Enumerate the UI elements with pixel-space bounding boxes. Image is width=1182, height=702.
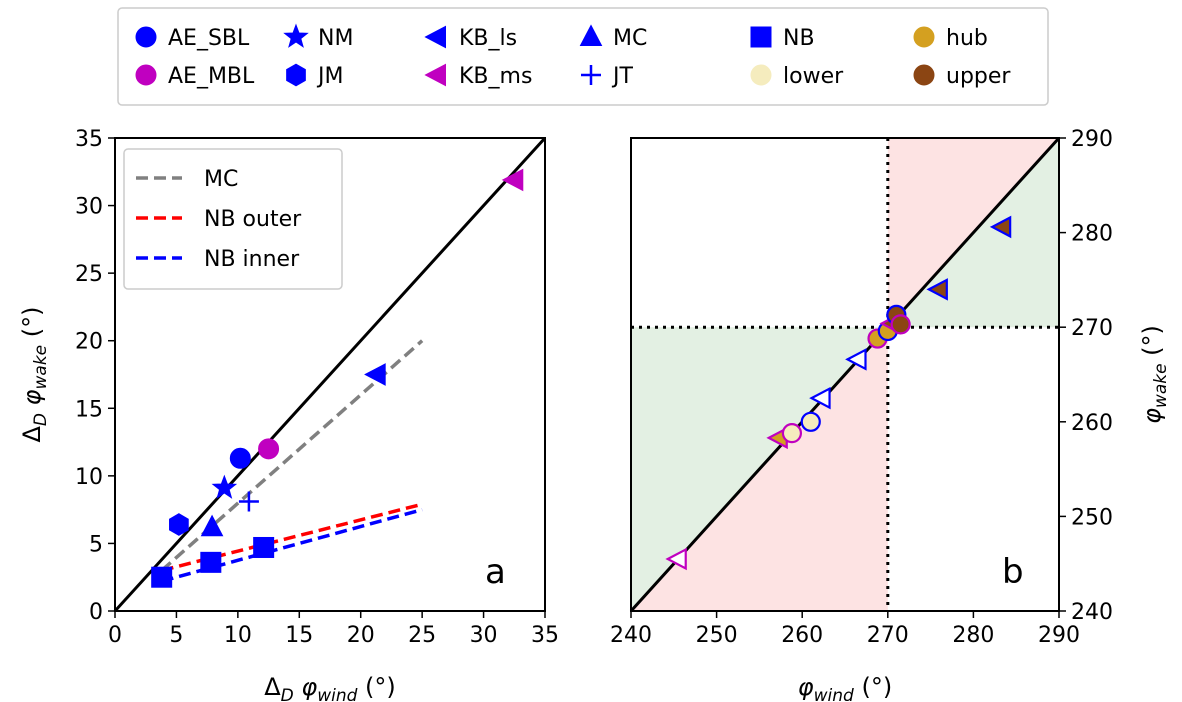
panel-a: 0 5 10 15 20 25 30 35 0 5 10 15 20 25 30 35 MC NB outer N…: [18, 127, 559, 702]
panel-b-y-tick-label: 290: [1071, 127, 1113, 152]
panel-a-x-tick-label: 10: [224, 623, 252, 648]
legend-label-kb-ls: KB_ls: [459, 26, 517, 51]
panel-a-x-tick-label: 35: [531, 623, 559, 648]
point-jt: [239, 492, 259, 512]
point-ae-mbl: [259, 439, 279, 459]
top-legend: AE_SBL AE_MBL NM JM KB_ls KB_ms MC JT NB lower hub…: [118, 8, 1048, 105]
point-nb: [152, 567, 172, 587]
panel-b-point: [783, 424, 801, 442]
panel-a-x-tick-label: 30: [470, 623, 498, 648]
legend-label-nb: NB: [783, 26, 815, 51]
legend-label-jt: JT: [611, 64, 633, 89]
legend-label-nb-outer: NB outer: [204, 207, 302, 232]
legend-marker-upper: [914, 65, 934, 85]
panel-b-x-axis-label: φwind (°): [798, 673, 892, 702]
panel-a-y-axis-label: ΔD φwake (°): [18, 307, 51, 443]
legend-marker-jm: [287, 64, 306, 86]
panel-b-point: [802, 413, 820, 431]
panel-b-y-axis-label: φwake (°): [1138, 325, 1171, 424]
panel-a-x-tick-label: 20: [347, 623, 375, 648]
legend-label-jm: JM: [316, 64, 343, 89]
panel-b-x-tick-label: 270: [867, 623, 909, 648]
panel-a-x-tick-label: 25: [408, 623, 436, 648]
legend-marker-nb: [751, 27, 771, 47]
legend-label-lower: lower: [783, 64, 844, 89]
panel-b-x-tick-label: 290: [1038, 623, 1080, 648]
panel-a-y-tick-label: 0: [89, 600, 103, 625]
panel-b-y-tick-label: 240: [1071, 600, 1113, 625]
panel-a-label: a: [485, 552, 506, 592]
point-nb: [254, 537, 274, 557]
point-jm: [170, 514, 189, 536]
legend-label-mc: MC: [204, 167, 238, 192]
panel-b-x-tick-label: 240: [610, 623, 652, 648]
panel-b-x-tick-label: 280: [952, 623, 994, 648]
panel-a-x-tick-label: 15: [285, 623, 313, 648]
panel-a-y-tick-label: 25: [75, 262, 103, 287]
panel-b-y-tick-label: 270: [1071, 316, 1113, 341]
legend-label-ae-sbl: AE_SBL: [168, 26, 250, 51]
legend-marker-hub: [914, 27, 934, 47]
panel-a-x-tick-label: 5: [169, 623, 183, 648]
panel-a-legend: MC NB outer NB inner: [124, 149, 342, 289]
legend-marker-ae-sbl: [136, 27, 156, 47]
panel-b-label: b: [1002, 552, 1024, 592]
panel-b-x-tick-label: 260: [781, 623, 823, 648]
panel-a-y-tick-label: 30: [75, 195, 103, 220]
point-ae-sbl: [230, 448, 250, 468]
panel-b-y-tick-label: 250: [1071, 505, 1113, 530]
panel-b-y-tick-label: 260: [1071, 411, 1113, 436]
point-nb: [201, 552, 221, 572]
legend-marker-ae-mbl: [136, 65, 156, 85]
panel-a-y-tick-label: 5: [89, 532, 103, 557]
panel-a-x-axis-label: ΔD φwind (°): [264, 673, 396, 702]
panel-a-y-tick-label: 15: [75, 397, 103, 422]
panel-b-x-tick-label: 250: [696, 623, 738, 648]
panel-a-x-tick-label: 0: [108, 623, 122, 648]
panel-b-point: [892, 315, 910, 333]
panel-a-y-tick-label: 20: [75, 330, 103, 355]
legend-label-hub: hub: [946, 26, 988, 51]
legend-label-nb-inner: NB inner: [204, 247, 300, 272]
legend-label-kb-ms: KB_ms: [459, 64, 532, 89]
legend-marker-lower: [751, 65, 771, 85]
panel-b-y-tick-label: 280: [1071, 222, 1113, 247]
panel-a-y-tick-label: 35: [75, 127, 103, 152]
point-nm: [213, 476, 236, 498]
point-kb-ls: [365, 364, 385, 385]
panel-a-y-tick-label: 10: [75, 465, 103, 490]
legend-label-nm: NM: [318, 26, 353, 51]
legend-label-mc: MC: [613, 26, 647, 51]
legend-label-ae-mbl: AE_MBL: [168, 64, 255, 89]
legend-label-upper: upper: [946, 64, 1011, 89]
